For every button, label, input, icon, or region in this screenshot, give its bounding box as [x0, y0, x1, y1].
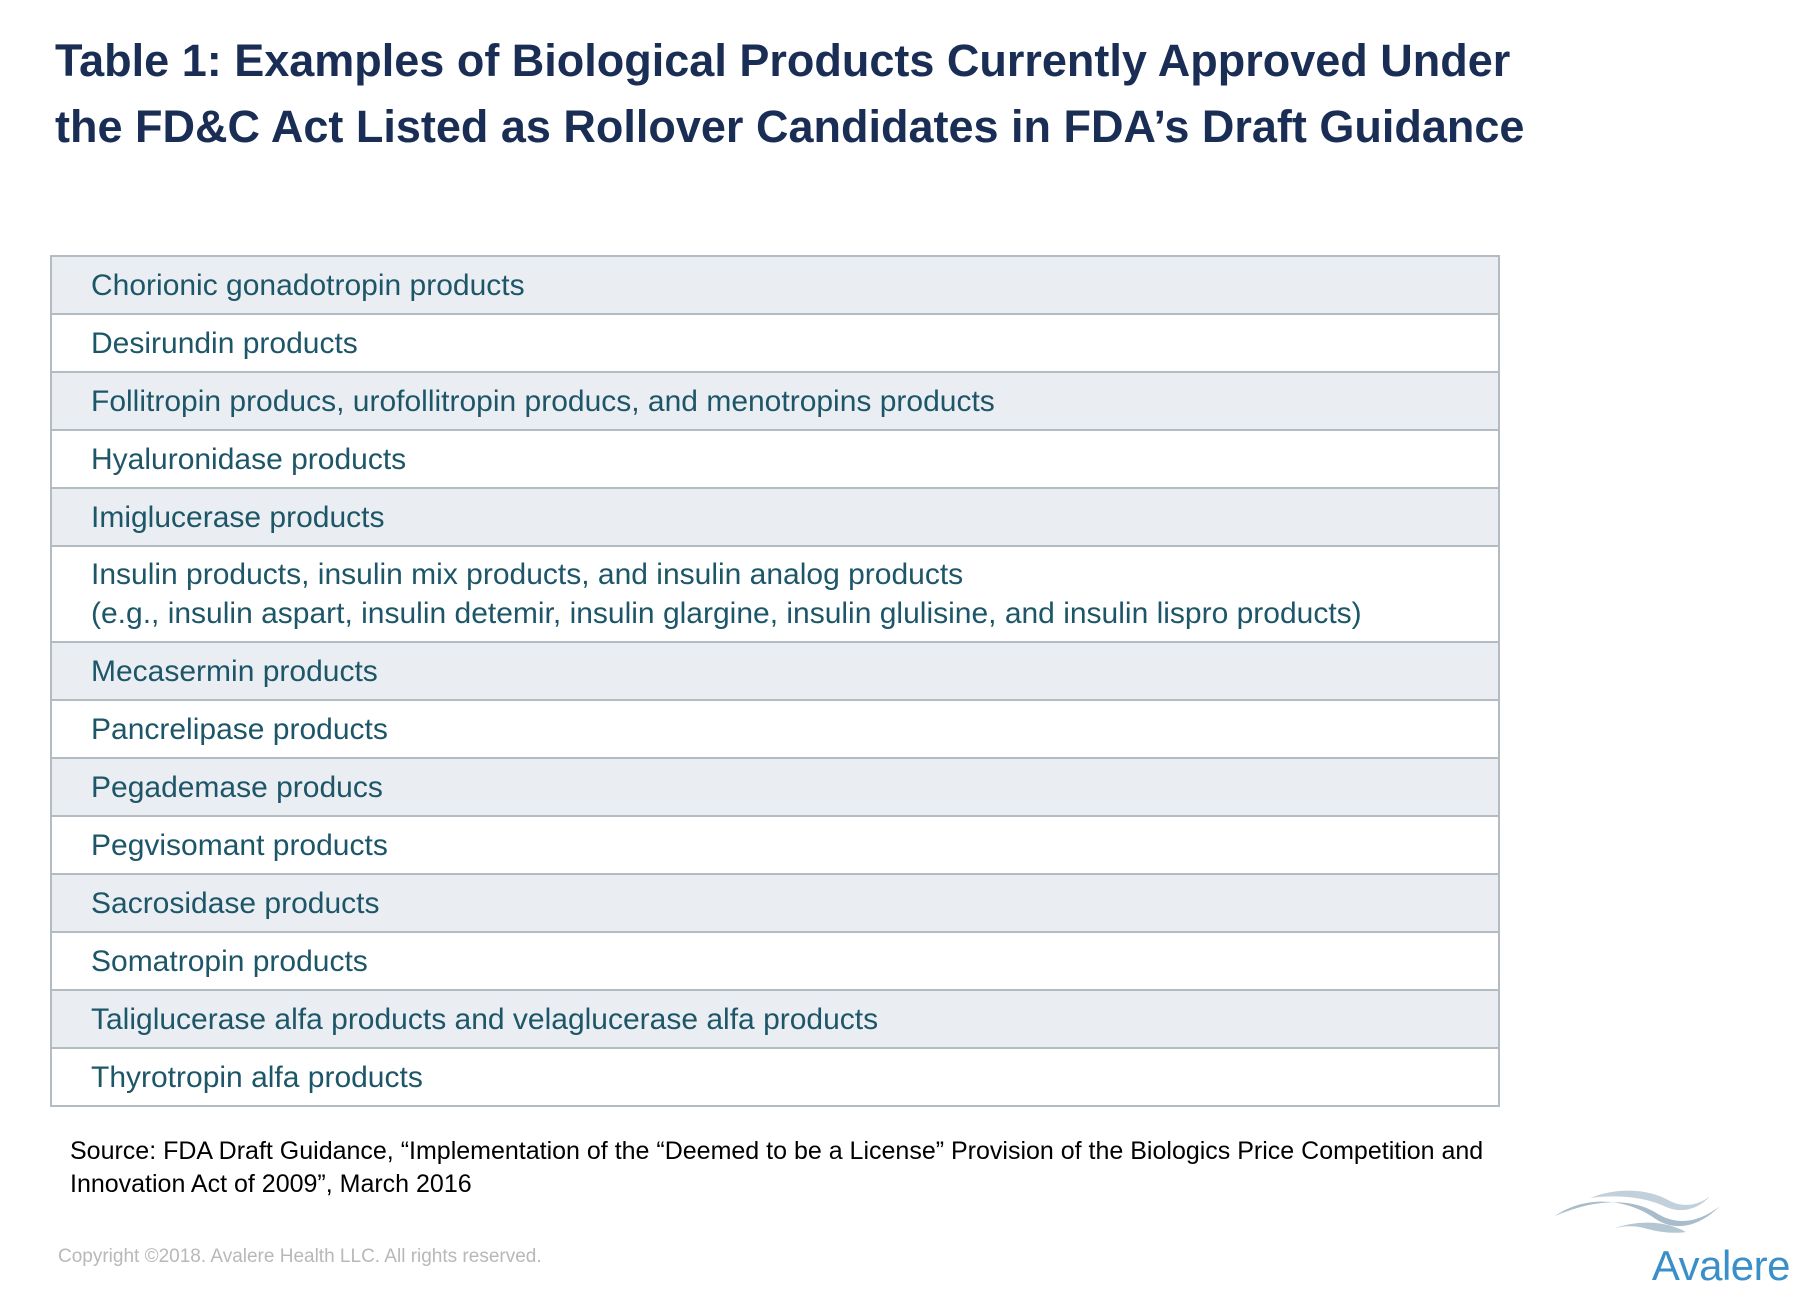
table-row: Pancrelipase products — [51, 699, 1499, 758]
product-label: Pegademase producs — [91, 770, 383, 804]
product-label: Hyaluronidase products — [91, 442, 407, 476]
product-label: Pegvisomant products — [91, 828, 388, 862]
table-row: Insulin products, insulin mix products, … — [51, 545, 1499, 642]
table-row: Sacrosidase products — [51, 873, 1499, 932]
table-row: Desirundin products — [51, 313, 1499, 372]
table-cell: Thyrotropin alfa products — [51, 1047, 1499, 1106]
table-cell: Chorionic gonadotropin products — [51, 256, 1499, 314]
table-row: Imiglucerase products — [51, 487, 1499, 546]
avalere-wave-logo-icon — [1555, 1190, 1720, 1233]
avalere-logo: Avalere — [1545, 1178, 1791, 1290]
table-cell: Pegvisomant products — [51, 815, 1499, 874]
table-row: Mecasermin products — [51, 641, 1499, 700]
product-label: Insulin products, insulin mix products, … — [91, 558, 964, 591]
table-row: Chorionic gonadotropin products — [51, 256, 1499, 314]
table-cell: Sacrosidase products — [51, 873, 1499, 932]
table-row: Thyrotropin alfa products — [51, 1047, 1499, 1106]
table-row: Somatropin products — [51, 931, 1499, 990]
table-cell: Follitropin producs, urofollitropin prod… — [51, 371, 1499, 430]
product-label: Somatropin products — [91, 944, 368, 978]
table-row: Taliglucerase alfa products and velagluc… — [51, 989, 1499, 1048]
table-cell: Pegademase producs — [51, 757, 1499, 816]
table-cell: Mecasermin products — [51, 641, 1499, 700]
table-cell: Insulin products, insulin mix products, … — [51, 545, 1499, 642]
table-cell: Hyaluronidase products — [51, 429, 1499, 488]
product-label: Follitropin producs, urofollitropin prod… — [91, 384, 995, 418]
table-cell: Taliglucerase alfa products and velagluc… — [51, 989, 1499, 1048]
product-label: Thyrotropin alfa products — [91, 1060, 423, 1094]
product-label: Desirundin products — [91, 326, 358, 360]
slide-title: Table 1: Examples of Biological Products… — [55, 35, 1525, 152]
table-row: Pegvisomant products — [51, 815, 1499, 874]
table-row: Follitropin producs, urofollitropin prod… — [51, 371, 1499, 430]
product-label: Imiglucerase products — [91, 500, 385, 534]
product-examples: (e.g., insulin aspart, insulin detemir, … — [91, 597, 1362, 630]
table-cell: Desirundin products — [51, 313, 1499, 372]
table-cell: Pancrelipase products — [51, 699, 1499, 758]
products-table: Chorionic gonadotropin products Desirundi… — [50, 255, 1500, 1107]
product-label: Taliglucerase alfa products and velagluc… — [91, 1002, 879, 1036]
source-note: Source: FDA Draft Guidance, “Implementat… — [70, 1137, 1484, 1198]
copyright-text: Copyright ©2018. Avalere Health LLC. All… — [58, 1246, 542, 1267]
product-label: Pancrelipase products — [91, 712, 388, 746]
table-cell: Somatropin products — [51, 931, 1499, 990]
table-row: Hyaluronidase products — [51, 429, 1499, 488]
product-label: Mecasermin products — [91, 654, 378, 688]
logo-wordmark: Avalere — [1651, 1242, 1791, 1289]
product-label: Sacrosidase products — [91, 886, 380, 920]
table-cell: Imiglucerase products — [51, 487, 1499, 546]
table-row: Pegademase producs — [51, 757, 1499, 816]
product-label: Chorionic gonadotropin products — [91, 268, 525, 302]
